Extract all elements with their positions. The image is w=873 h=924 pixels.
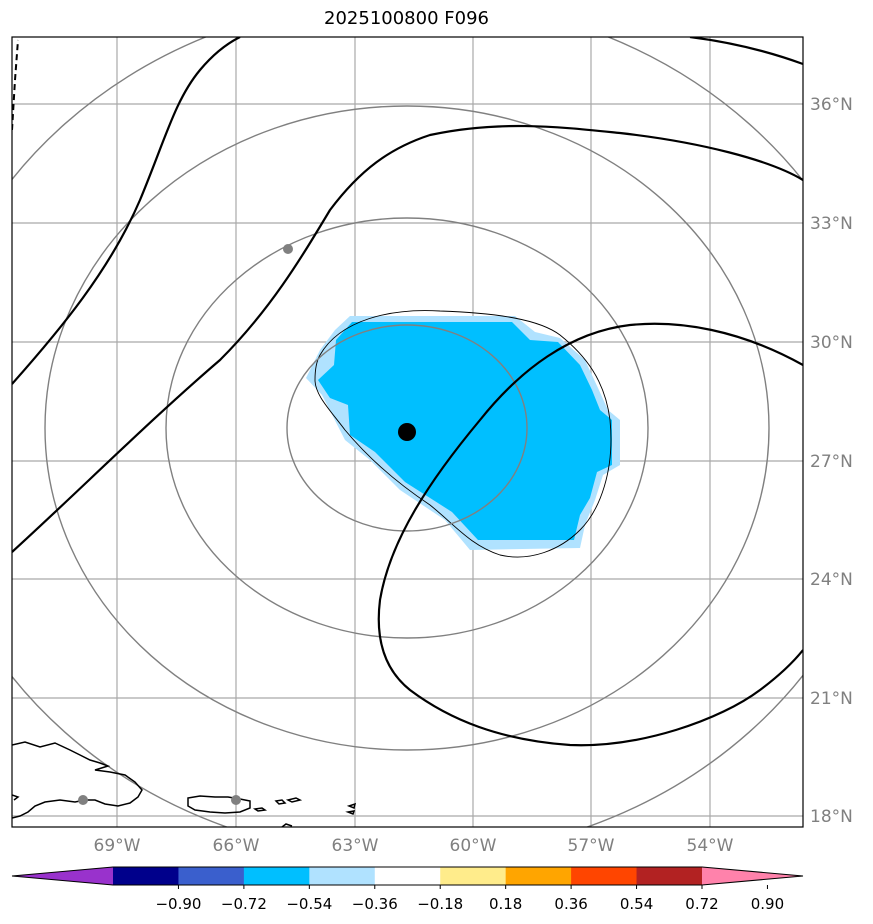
station-markers bbox=[78, 244, 293, 805]
island-5 bbox=[345, 810, 356, 815]
station-marker-puerto-rico bbox=[231, 795, 241, 805]
lat-label: 21°N bbox=[810, 689, 853, 709]
colorbar-tick-label: 0.36 bbox=[554, 895, 587, 913]
colorbar-tick-label: −0.54 bbox=[286, 895, 332, 913]
lon-label: 63°W bbox=[332, 836, 379, 856]
contour-top-right bbox=[689, 37, 803, 66]
lat-label: 36°N bbox=[810, 95, 853, 115]
colorbar-tick-label: 0.72 bbox=[685, 895, 718, 913]
storm-center-marker bbox=[398, 423, 416, 441]
island-1 bbox=[252, 807, 268, 812]
island-4 bbox=[346, 802, 357, 810]
range-ring-2 bbox=[165, 217, 649, 639]
lon-label: 57°W bbox=[568, 836, 615, 856]
colorbar-segment bbox=[178, 867, 245, 885]
colorbar-segment bbox=[113, 867, 179, 885]
range-rings bbox=[12, 37, 803, 827]
island-7 bbox=[12, 794, 20, 801]
latitude-labels: 36°N 33°N 30°N 27°N 24°N 21°N 18°N bbox=[810, 95, 853, 827]
range-ring-1 bbox=[286, 324, 528, 532]
colorbar-tick-label: −0.90 bbox=[155, 895, 201, 913]
contour-northwest-2 bbox=[12, 124, 803, 553]
shaded-anomaly-region bbox=[306, 316, 620, 550]
map-frame bbox=[11, 36, 804, 828]
range-ring-3 bbox=[44, 105, 770, 751]
colorbar-segment bbox=[374, 867, 441, 885]
colorbar: −0.90 −0.72 −0.54 −0.36 −0.18 0.18 0.36 0.54 0.7… bbox=[11, 866, 804, 913]
lon-label: 66°W bbox=[213, 836, 260, 856]
colorbar-outline bbox=[11, 866, 804, 886]
colorbar-tick-label: −0.72 bbox=[221, 895, 267, 913]
colorbar-segment bbox=[309, 867, 376, 885]
lon-label: 54°W bbox=[687, 836, 734, 856]
dashed-contour bbox=[12, 39, 19, 131]
lat-label: 30°N bbox=[810, 333, 853, 353]
longitude-labels: 69°W 66°W 63°W 60°W 57°W 54°W bbox=[94, 836, 734, 856]
island-2 bbox=[274, 799, 287, 805]
coastlines bbox=[12, 741, 357, 827]
station-marker-hispaniola bbox=[78, 795, 88, 805]
colorbar-tick-label: −0.18 bbox=[417, 895, 463, 913]
colorbar-tick-label: 0.90 bbox=[751, 895, 784, 913]
colorbar-tick-label: 0.18 bbox=[489, 895, 522, 913]
contour-south-loop bbox=[377, 322, 803, 747]
lat-label: 33°N bbox=[810, 214, 853, 234]
thick-contours bbox=[12, 37, 803, 747]
lat-label: 27°N bbox=[810, 452, 853, 472]
hispaniola-coast bbox=[12, 741, 143, 819]
colorbar-segment bbox=[243, 867, 310, 885]
colorbar-tick-label: −0.36 bbox=[352, 895, 398, 913]
colorbar-tick-label: 0.54 bbox=[620, 895, 653, 913]
colorbar-extend-high bbox=[702, 867, 803, 885]
station-marker-bermuda bbox=[283, 244, 293, 254]
island-6 bbox=[281, 823, 293, 827]
lat-label: 24°N bbox=[810, 570, 853, 590]
lat-label: 18°N bbox=[810, 807, 853, 827]
colorbar-segment bbox=[505, 867, 572, 885]
contour-northwest-1 bbox=[12, 37, 241, 385]
puerto-rico-coast bbox=[187, 795, 251, 814]
island-3 bbox=[285, 797, 303, 803]
colorbar-segment bbox=[571, 867, 638, 885]
map-title: 2025100800 F096 bbox=[324, 8, 489, 29]
colorbar-extend-low bbox=[12, 867, 113, 885]
zero-contour bbox=[314, 310, 612, 558]
lon-label: 60°W bbox=[450, 836, 497, 856]
lon-label: 69°W bbox=[94, 836, 141, 856]
anomaly-mid-fill bbox=[318, 322, 612, 540]
colorbar-segment bbox=[636, 867, 703, 885]
colorbar-segment bbox=[440, 867, 507, 885]
